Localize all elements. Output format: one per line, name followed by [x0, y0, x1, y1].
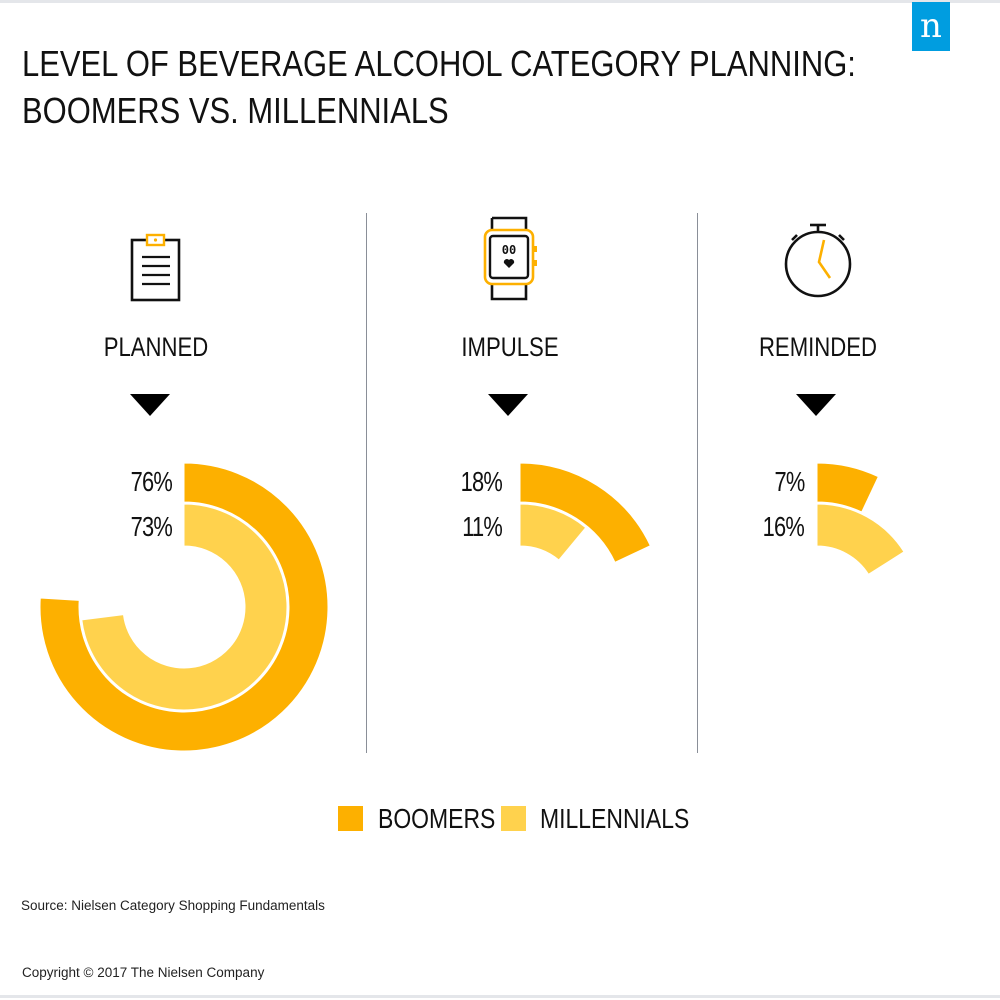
- title-line-2: BOOMERS VS. MILLENNIALS: [22, 90, 449, 131]
- down-arrow-icon: [488, 394, 528, 416]
- legend-label-boomers: BOOMERS: [378, 803, 496, 834]
- radial-bar-impulse-boomers: [519, 462, 651, 563]
- source-note: Source: Nielsen Category Shopping Fundam…: [21, 898, 325, 913]
- column-divider-1: [366, 213, 367, 753]
- down-arrow-icon: [796, 394, 836, 416]
- category-label-planned: PLANNED: [103, 332, 209, 362]
- legend-label-millennials: MILLENNIALS: [540, 803, 690, 834]
- data-label-impulse-millennials: 11%: [462, 511, 503, 542]
- bottom-rule: [0, 995, 1000, 998]
- logo-letter: n: [920, 6, 942, 46]
- radial-bar-impulse-millennials: [519, 503, 587, 561]
- title-line-1: LEVEL OF BEVERAGE ALCOHOL CATEGORY PLANN…: [22, 43, 856, 84]
- data-label-impulse-boomers: 18%: [460, 466, 503, 497]
- legend-swatch-millennials: [501, 806, 526, 831]
- stopwatch-icon: [784, 223, 852, 298]
- smartwatch-icon: 00: [483, 216, 537, 301]
- nielsen-logo: n: [912, 2, 950, 51]
- down-arrow-icon: [130, 394, 170, 416]
- clipboard-icon: [130, 233, 181, 302]
- copyright-note: Copyright © 2017 The Nielsen Company: [22, 965, 265, 980]
- radial-bar-planned-millennials: [81, 503, 288, 711]
- radial-bar-reminded-boomers: [816, 462, 879, 513]
- top-rule: [0, 0, 1000, 3]
- data-label-reminded-boomers: 7%: [773, 466, 805, 497]
- category-label-impulse: IMPULSE: [461, 332, 559, 362]
- page-title: LEVEL OF BEVERAGE ALCOHOL CATEGORY PLANN…: [22, 40, 856, 134]
- column-divider-2: [697, 213, 698, 753]
- data-label-reminded-millennials: 16%: [762, 511, 805, 542]
- legend-swatch-boomers: [338, 806, 363, 831]
- radial-bar-planned-boomers: [39, 462, 329, 752]
- category-label-reminded: REMINDED: [758, 332, 878, 362]
- data-label-planned-millennials: 73%: [130, 511, 173, 542]
- svg-text:00: 00: [502, 243, 516, 257]
- data-label-planned-boomers: 76%: [130, 466, 173, 497]
- radial-bar-reminded-millennials: [816, 503, 905, 576]
